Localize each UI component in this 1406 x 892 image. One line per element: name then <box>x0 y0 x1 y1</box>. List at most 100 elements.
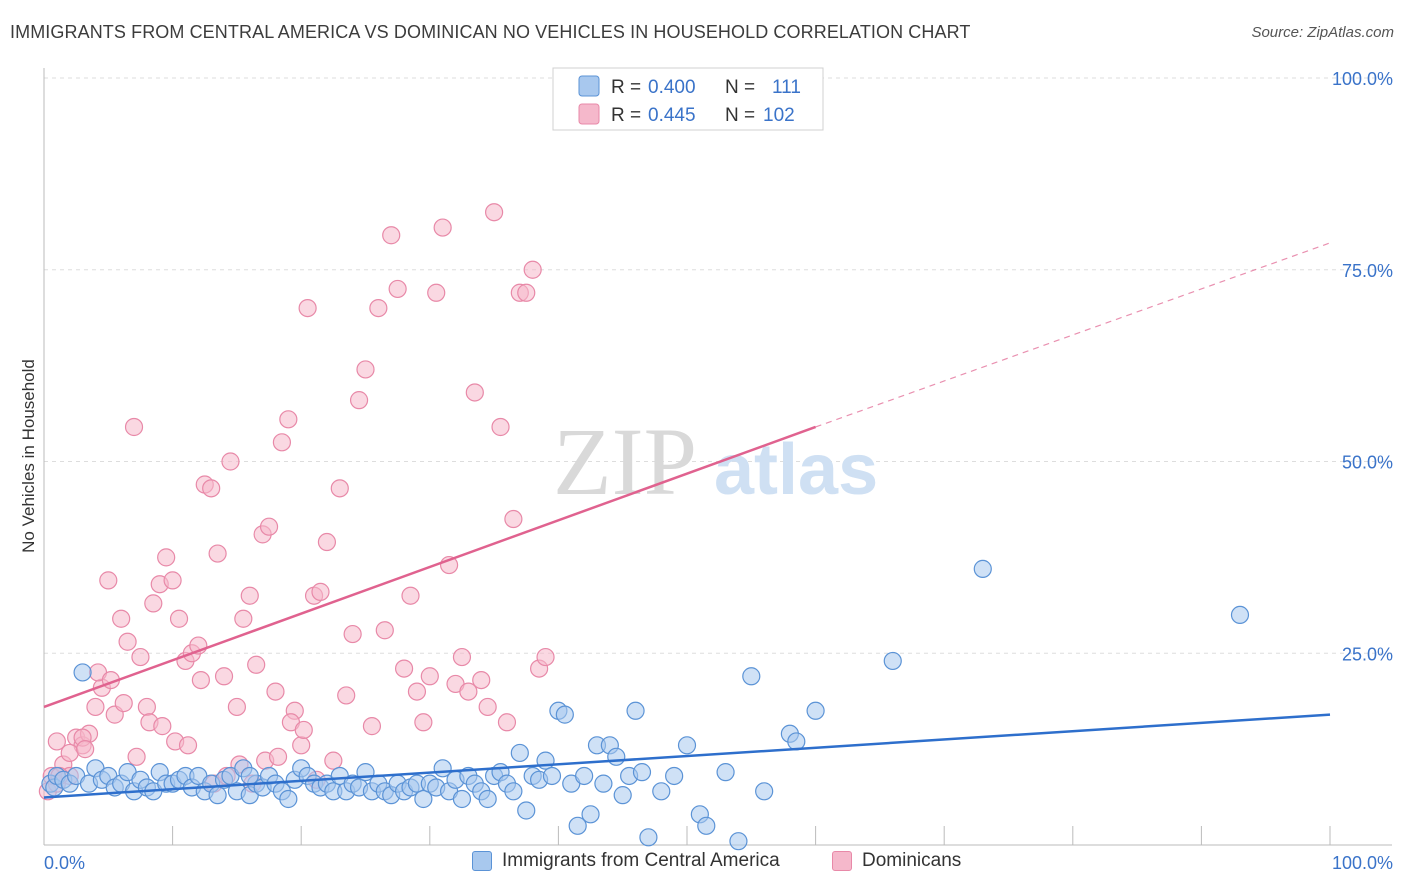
data-point <box>504 509 523 529</box>
data-point <box>382 226 401 245</box>
data-point <box>221 452 240 471</box>
data-point <box>420 667 439 686</box>
data-point <box>112 609 131 628</box>
legend-swatch-pink <box>832 851 852 871</box>
data-point <box>240 586 259 605</box>
data-point <box>349 391 369 410</box>
data-point <box>131 647 150 667</box>
data-point <box>697 816 716 835</box>
data-point <box>163 571 182 590</box>
watermark-atlas: atlas <box>714 430 878 510</box>
data-point <box>292 736 311 755</box>
legend-r-label: R = <box>611 105 641 126</box>
data-point <box>124 417 144 437</box>
data-point <box>594 774 613 793</box>
data-point <box>459 682 478 701</box>
data-point <box>208 786 227 805</box>
data-point <box>452 789 472 809</box>
legend-swatch-pink <box>578 103 600 125</box>
trend-line <box>43 425 817 709</box>
legend-r-value: 0.400 <box>648 77 696 98</box>
data-point <box>114 694 133 713</box>
data-point <box>247 655 266 674</box>
data-point <box>517 283 536 302</box>
data-point <box>330 479 349 498</box>
data-point <box>279 410 298 429</box>
gridlines <box>44 77 1392 654</box>
data-point <box>401 586 420 605</box>
legend-item-dominicans: Dominicans <box>832 850 961 872</box>
data-point <box>202 479 221 498</box>
data-point <box>883 651 902 671</box>
data-point <box>542 766 562 786</box>
data-point <box>356 360 375 379</box>
data-point <box>214 667 234 686</box>
data-point <box>259 517 279 536</box>
data-point <box>478 697 497 717</box>
legend-item-central-america: Immigrants from Central America <box>472 850 780 872</box>
data-point <box>716 763 735 782</box>
data-point <box>1230 605 1250 625</box>
legend-label-dominicans: Dominicans <box>862 850 962 871</box>
tick-labels: 25.0% 50.0% 75.0% 100.0% 0.0% 100.0% <box>44 69 1393 873</box>
data-point <box>118 632 137 651</box>
trend-line-extrapolated <box>815 242 1331 428</box>
data-point <box>311 582 330 601</box>
data-point <box>452 647 472 667</box>
data-point <box>639 828 658 847</box>
data-point <box>144 594 163 613</box>
y-tick-label: 100.0% <box>1332 69 1393 89</box>
legend-n-label: N = <box>725 105 755 126</box>
data-point <box>581 805 600 824</box>
data-point <box>191 670 210 690</box>
axes <box>43 68 1392 846</box>
data-point <box>60 743 79 763</box>
data-point <box>317 532 337 552</box>
data-point <box>433 218 452 237</box>
data-point <box>76 740 95 759</box>
data-point <box>652 782 671 801</box>
data-point <box>298 299 317 318</box>
data-point <box>742 667 761 686</box>
data-point <box>677 736 697 755</box>
data-point <box>465 383 484 402</box>
data-point <box>73 663 92 682</box>
data-point <box>414 789 433 809</box>
data-point <box>613 786 632 805</box>
x-tick-label: 0.0% <box>44 853 85 873</box>
y-tick-label: 50.0% <box>1342 453 1393 473</box>
data-point <box>208 544 227 563</box>
data-point <box>47 732 66 751</box>
data-point <box>755 782 774 801</box>
data-point <box>240 766 259 786</box>
trend-lines <box>43 242 1331 799</box>
data-point <box>407 682 427 701</box>
data-point <box>268 747 288 766</box>
data-point <box>497 713 517 732</box>
data-point <box>427 283 446 302</box>
legend-n-value: 111 <box>772 77 801 98</box>
legend-swatch-blue <box>578 75 600 97</box>
data-point <box>568 816 587 835</box>
legend-label-central-america: Immigrants from Central America <box>502 850 780 871</box>
y-axis-label: No Vehicles in Household <box>19 359 38 553</box>
data-point <box>266 682 285 701</box>
source-label: Source: ZipAtlas.com <box>1251 24 1394 41</box>
data-point <box>86 697 105 717</box>
legend-n-value: 102 <box>763 105 795 126</box>
data-point <box>517 801 536 820</box>
legend-top: R = 0.400 N = 111 R = 0.445 N = 102 <box>552 67 824 131</box>
data-point <box>472 670 491 690</box>
data-point <box>137 697 156 717</box>
data-point <box>485 203 504 222</box>
data-point <box>665 766 684 786</box>
data-point <box>375 621 394 640</box>
legend-n-label: N = <box>725 77 755 98</box>
data-point <box>607 747 626 766</box>
x-tick-label: 100.0% <box>1332 853 1393 873</box>
data-point <box>369 299 388 318</box>
series-dominicans <box>38 203 555 801</box>
data-point <box>536 647 555 667</box>
data-point <box>806 701 825 720</box>
